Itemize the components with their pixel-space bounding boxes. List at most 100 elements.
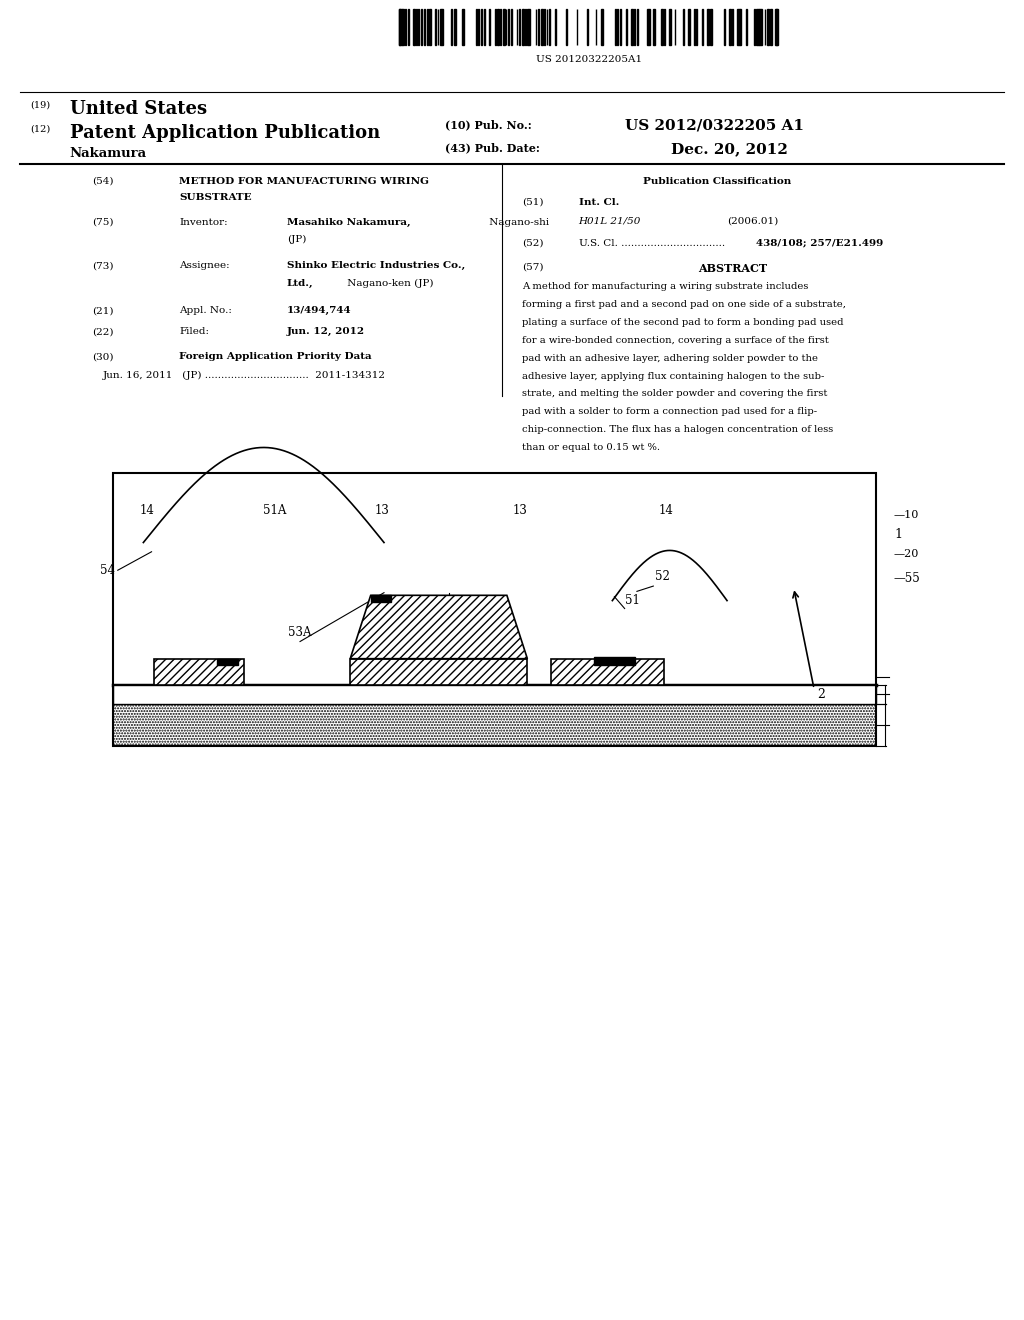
Bar [729,9,731,45]
Bar [527,9,530,45]
Text: Patent Application Publication: Patent Application Publication [70,124,380,143]
Text: United States: United States [70,100,207,119]
Text: Appl. No.:: Appl. No.: [179,306,232,315]
Text: 51A: 51A [263,504,286,517]
Text: US 2012/0322205 A1: US 2012/0322205 A1 [625,119,804,133]
Bar [402,9,403,45]
Bar [429,9,431,45]
Bar [759,9,762,45]
Text: (30): (30) [92,352,114,362]
Text: SUBSTRATE: SUBSTRATE [179,193,252,202]
Bar [670,9,671,45]
Text: 14: 14 [658,504,673,517]
Bar [154,659,244,685]
Bar [601,9,603,45]
Text: (54): (54) [92,177,114,186]
Text: Foreign Application Priority Data: Foreign Application Priority Data [179,352,372,362]
Bar [637,9,638,45]
Bar [113,704,876,746]
Bar [495,9,497,45]
Bar [413,9,415,45]
Text: pad with an adhesive layer, adhering solder powder to the: pad with an adhesive layer, adhering sol… [522,354,818,363]
Text: (57): (57) [522,263,544,272]
Text: 2: 2 [817,688,825,701]
Bar [440,9,442,45]
Text: 52: 52 [655,570,671,583]
Bar [408,9,410,45]
Bar [350,659,527,685]
Text: Assignee:: Assignee: [179,261,229,271]
Text: Masahiko Nakamura,: Masahiko Nakamura, [287,218,411,227]
Text: 1: 1 [894,528,902,541]
Bar [522,9,523,45]
Bar [113,685,876,704]
Text: —55: —55 [894,572,921,585]
Text: (19): (19) [31,100,51,110]
Text: (43) Pub. Date:: (43) Pub. Date: [445,143,541,153]
Text: (10) Pub. No.:: (10) Pub. No.: [445,119,532,129]
Bar [745,9,748,45]
Text: Publication Classification: Publication Classification [643,177,791,186]
Bar [541,9,543,45]
Text: 13: 13 [513,504,527,517]
Bar [626,9,628,45]
Text: 53: 53 [441,626,456,639]
Text: (2006.01): (2006.01) [727,216,778,226]
Text: for a wire-bonded connection, covering a surface of the first: for a wire-bonded connection, covering a… [522,335,829,345]
Bar [416,9,418,45]
Text: (52): (52) [522,239,544,248]
Bar [217,659,238,665]
Text: 438/108; 257/E21.499: 438/108; 257/E21.499 [756,239,883,248]
Bar [710,9,712,45]
Text: forming a first pad and a second pad on one side of a substrate,: forming a first pad and a second pad on … [522,300,846,309]
Bar [476,9,477,45]
Text: ABSTRACT: ABSTRACT [697,263,767,273]
Text: (JP): (JP) [287,235,306,244]
Bar [462,9,464,45]
Text: 51: 51 [625,594,640,607]
Text: Nakamura: Nakamura [70,147,146,160]
Text: Nagano-ken (JP): Nagano-ken (JP) [344,279,433,288]
Polygon shape [350,595,527,659]
Bar [688,9,690,45]
Bar [154,659,244,685]
Text: (73): (73) [92,261,114,271]
Bar [565,9,567,45]
Text: Dec. 20, 2012: Dec. 20, 2012 [671,143,787,157]
Text: 14: 14 [140,504,155,517]
Text: Inventor:: Inventor: [179,218,227,227]
Bar [631,9,633,45]
Text: chip-connection. The flux has a halogen concentration of less: chip-connection. The flux has a halogen … [522,425,834,434]
Text: strate, and melting the solder powder and covering the first: strate, and melting the solder powder an… [522,389,827,399]
Text: Shinko Electric Industries Co.,: Shinko Electric Industries Co., [287,261,465,271]
Text: —20: —20 [894,549,920,560]
Text: Int. Cl.: Int. Cl. [579,198,618,207]
Bar [350,659,527,685]
Text: 54: 54 [99,564,115,577]
Text: H01L 21/50: H01L 21/50 [579,216,641,226]
Text: adhesive layer, applying flux containing halogen to the sub-: adhesive layer, applying flux containing… [522,372,824,380]
Text: 13/494,744: 13/494,744 [287,306,351,315]
Text: (21): (21) [92,306,114,315]
Bar [113,473,876,746]
Bar [399,9,402,45]
Bar [113,704,876,746]
Text: —10: —10 [894,510,920,520]
Bar [770,9,772,45]
Bar [664,9,666,45]
Bar [662,9,663,45]
Text: METHOD FOR MANUFACTURING WIRING: METHOD FOR MANUFACTURING WIRING [179,177,429,186]
Bar [775,9,778,45]
Bar [454,9,456,45]
Bar [594,657,635,665]
Bar [767,9,769,45]
Text: than or equal to 0.15 wt %.: than or equal to 0.15 wt %. [522,442,660,451]
Bar [427,9,428,45]
Text: plating a surface of the second pad to form a bonding pad used: plating a surface of the second pad to f… [522,318,844,327]
Bar [708,9,709,45]
Text: A method for manufacturing a wiring substrate includes: A method for manufacturing a wiring subs… [522,282,809,292]
Bar [647,9,650,45]
Text: (75): (75) [92,218,114,227]
Text: pad with a solder to form a connection pad used for a flip-: pad with a solder to form a connection p… [522,407,817,416]
Bar [544,9,546,45]
